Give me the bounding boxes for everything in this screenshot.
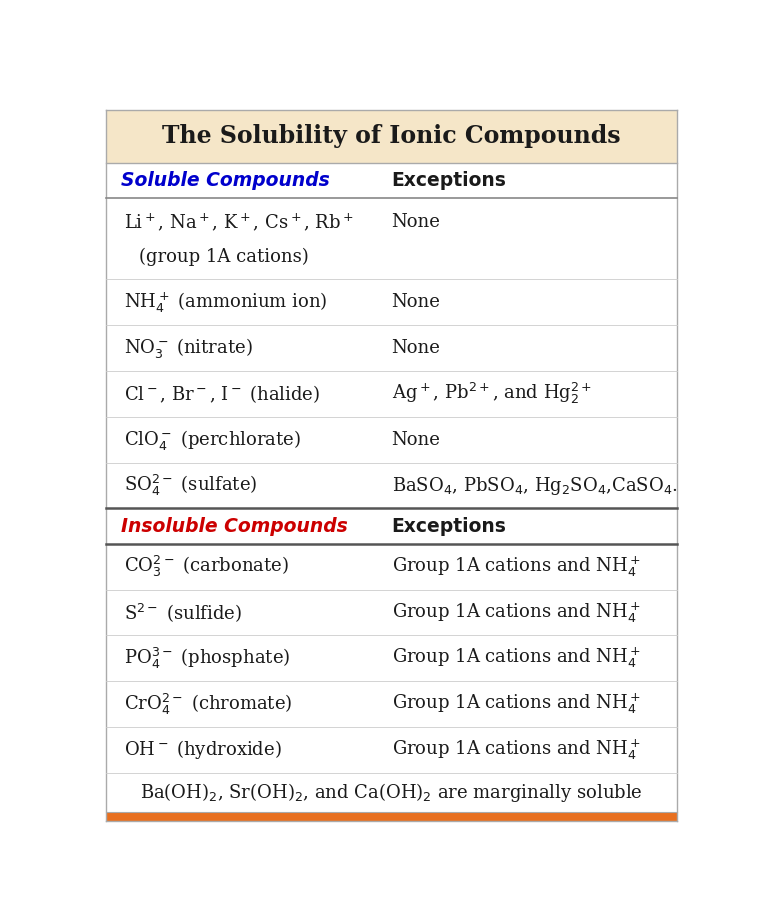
Text: Group 1A cations and NH$_4^+$: Group 1A cations and NH$_4^+$ [392,600,640,625]
Text: CrO$_4^{2-}$ (chromate): CrO$_4^{2-}$ (chromate) [124,692,293,716]
Text: BaSO$_4$, PbSO$_4$, Hg$_2$SO$_4$,CaSO$_4$.: BaSO$_4$, PbSO$_4$, Hg$_2$SO$_4$,CaSO$_4… [392,474,678,496]
Text: PO$_4^{3-}$ (phosphate): PO$_4^{3-}$ (phosphate) [124,646,290,671]
Bar [106,325,677,371]
Bar [106,417,677,463]
Bar [106,279,677,325]
Text: Group 1A cations and NH$_4^+$: Group 1A cations and NH$_4^+$ [392,738,640,762]
Bar [106,508,677,544]
Text: OH$^-$ (hydroxide): OH$^-$ (hydroxide) [124,738,282,761]
Bar [106,544,677,590]
Text: Exceptions: Exceptions [392,171,507,190]
Text: None: None [392,213,440,232]
Bar [106,163,677,198]
Text: Group 1A cations and NH$_4^+$: Group 1A cations and NH$_4^+$ [392,554,640,579]
Bar [106,682,677,727]
Text: The Solubility of Ionic Compounds: The Solubility of Ionic Compounds [162,125,621,148]
Bar [106,198,677,279]
Text: S$^{2-}$ (sulfide): S$^{2-}$ (sulfide) [124,601,242,624]
Text: Exceptions: Exceptions [392,517,507,536]
Bar [106,773,677,812]
Text: Li$^+$, Na$^+$, K$^+$, Cs$^+$, Rb$^+$: Li$^+$, Na$^+$, K$^+$, Cs$^+$, Rb$^+$ [124,212,354,234]
Text: None: None [392,293,440,311]
Text: Group 1A cations and NH$_4^+$: Group 1A cations and NH$_4^+$ [392,646,640,671]
Text: NO$_3^-$ (nitrate): NO$_3^-$ (nitrate) [124,336,253,360]
Text: Insoluble Compounds: Insoluble Compounds [121,517,348,536]
Bar [106,727,677,773]
Bar [106,812,677,821]
Text: SO$_4^{2-}$ (sulfate): SO$_4^{2-}$ (sulfate) [124,473,257,498]
Text: Cl$^-$, Br$^-$, I$^-$ (halide): Cl$^-$, Br$^-$, I$^-$ (halide) [124,383,320,405]
Text: Ag$^+$, Pb$^{2+}$, and Hg$_2^{2+}$: Ag$^+$, Pb$^{2+}$, and Hg$_2^{2+}$ [392,381,591,407]
Text: Ba(OH)$_2$, Sr(OH)$_2$, and Ca(OH)$_2$ are marginally soluble: Ba(OH)$_2$, Sr(OH)$_2$, and Ca(OH)$_2$ a… [140,780,643,804]
Text: NH$_4^+$ (ammonium ion): NH$_4^+$ (ammonium ion) [124,290,328,314]
Text: (group 1A cations): (group 1A cations) [139,247,309,266]
Text: Group 1A cations and NH$_4^+$: Group 1A cations and NH$_4^+$ [392,692,640,716]
Text: CO$_3^{2-}$ (carbonate): CO$_3^{2-}$ (carbonate) [124,554,289,579]
Bar [106,110,677,163]
Bar [106,590,677,636]
Text: None: None [392,431,440,449]
Text: ClO$_4^-$ (perchlorate): ClO$_4^-$ (perchlorate) [124,428,301,452]
Bar [106,371,677,417]
Text: None: None [392,339,440,357]
Text: Soluble Compounds: Soluble Compounds [121,171,330,190]
Bar [106,636,677,682]
Bar [106,463,677,508]
